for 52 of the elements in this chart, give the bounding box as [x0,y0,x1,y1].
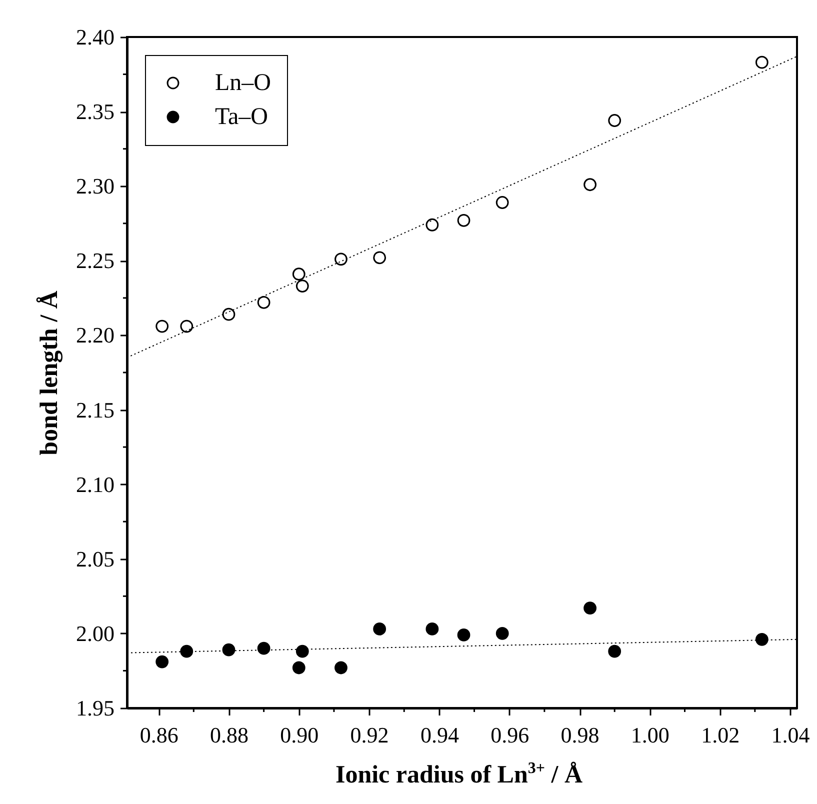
y-tick-label: 2.05 [76,546,114,572]
point [755,632,768,646]
x-tick-label: 0.96 [490,722,530,748]
point [457,214,470,227]
point [257,296,270,309]
point [373,622,386,636]
point [222,308,236,321]
point [222,643,236,656]
y-tick-label: 2.20 [76,322,114,348]
point [755,56,768,69]
point [496,627,509,640]
x-tick-label: 1.02 [701,722,740,748]
y-tick-label: 2.30 [76,174,114,199]
x-tick-label: 1.00 [630,722,670,748]
point [180,644,194,658]
x-tick-label: 0.88 [210,722,248,748]
point [426,622,439,636]
legend-label: Ln–O [215,70,271,96]
y-tick-label: 2.40 [76,24,114,50]
point [426,218,439,232]
x-tick-label: 1.04 [771,722,810,748]
y-tick-label: 2.25 [76,248,114,274]
point [296,280,309,292]
x-tick-label: 0.90 [280,722,319,748]
point [334,252,348,266]
point [584,602,596,615]
x-axis-title: Ionic radius of Ln$^{3+}$ / Å [334,760,584,790]
point [496,196,509,209]
y-tick-label: 2.10 [76,472,114,497]
y-tick-label: 2.00 [76,620,114,646]
point [584,178,596,192]
point [156,320,169,333]
x-tick-label: 0.98 [560,722,600,748]
y-tick-label: 2.35 [76,99,114,124]
legend-label: Ta–O [215,104,268,130]
x-tick-label: 0.92 [350,722,389,748]
point [296,644,309,658]
point [292,661,306,674]
y-tick-label: 2.15 [76,397,114,422]
x-tick-label: 0.94 [420,722,459,748]
point [180,320,194,333]
point [257,642,270,655]
y-axis-title: bond length / Å [36,290,63,456]
point [334,661,348,674]
point [292,268,306,281]
y-tick-label: 1.95 [76,696,114,720]
point [156,655,169,668]
point [608,114,622,127]
point [608,644,622,658]
x-tick-label: 0.86 [140,722,178,748]
point [457,628,470,642]
point [373,251,386,264]
